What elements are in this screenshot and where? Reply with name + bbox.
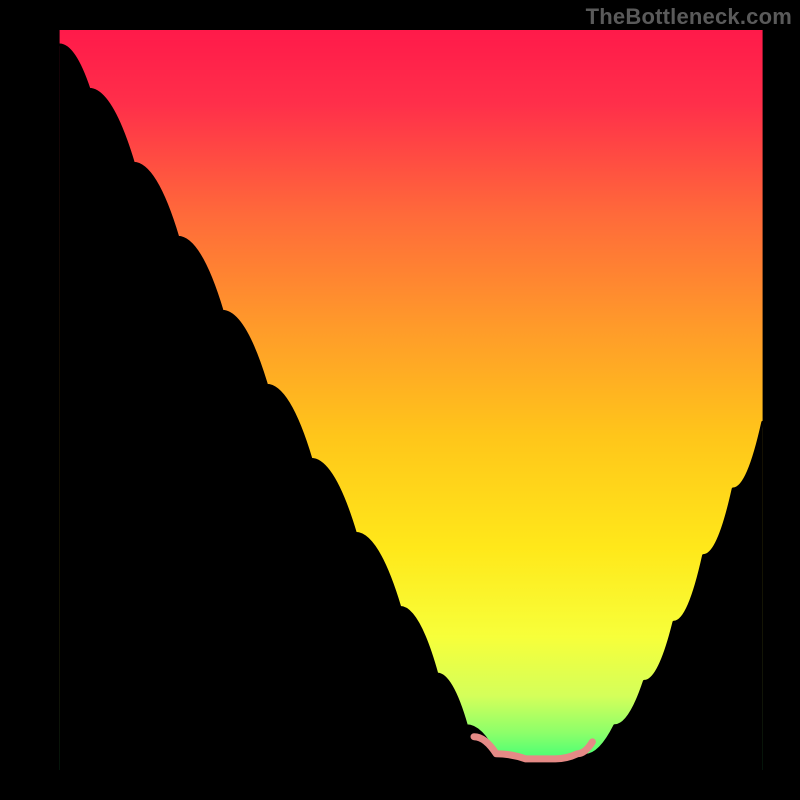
chart-container: TheBottleneck.com [0, 0, 800, 800]
left-void [30, 30, 60, 770]
bottleneck-chart [0, 0, 800, 800]
right-void [763, 30, 770, 770]
watermark-text: TheBottleneck.com [586, 4, 792, 30]
